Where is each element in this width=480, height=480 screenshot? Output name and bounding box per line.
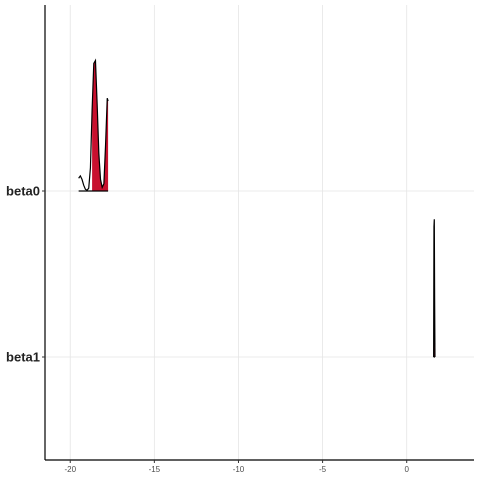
x-tick-label: -15 (149, 465, 161, 474)
x-tick-label: -5 (319, 465, 327, 474)
y-category-label: beta1 (6, 350, 40, 365)
grid-layer (45, 5, 474, 460)
x-tick-label: 0 (404, 465, 409, 474)
x-tick-label: -20 (64, 465, 76, 474)
density-fill-beta0 (92, 60, 109, 191)
x-tick-label: -10 (233, 465, 245, 474)
axis-layer (42, 5, 474, 463)
density-layer (78, 58, 436, 358)
y-category-label: beta0 (6, 184, 40, 199)
density-line-beta0 (78, 58, 109, 192)
density-line-beta1 (433, 219, 436, 358)
label-layer: -20 -15 -10 -5 0 beta0 beta1 (6, 184, 409, 475)
